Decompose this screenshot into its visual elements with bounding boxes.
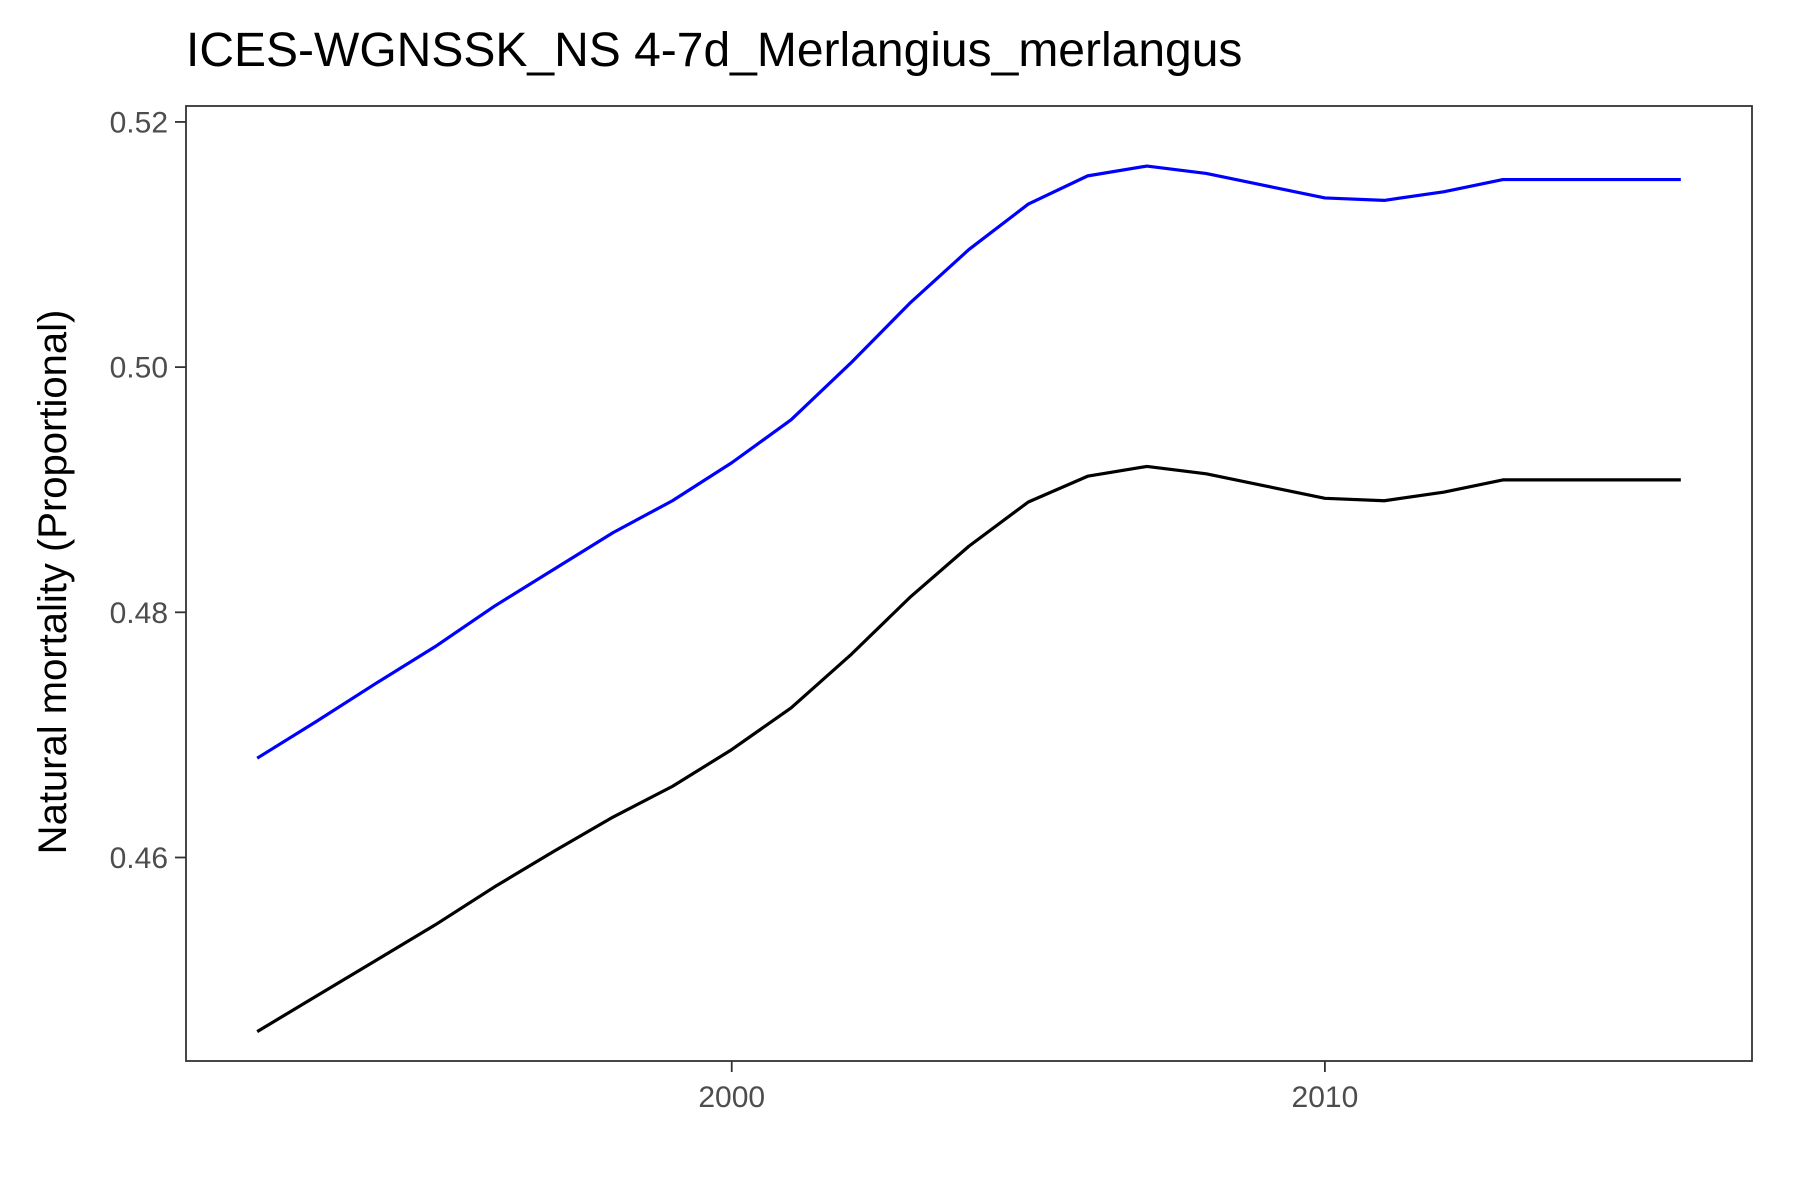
- y-tick-label: 0.50: [110, 352, 168, 385]
- chart-title: ICES-WGNSSK_NS 4-7d_Merlangius_merlangus: [186, 24, 1242, 77]
- plot-area: 0.46 0.48 0.50 0.52 2000 2010: [110, 105, 1753, 1114]
- y-axis-title: Natural mortality (Proportional): [31, 310, 75, 855]
- series-line-2: [256, 464, 1681, 1033]
- x-tick-label: 2010: [1292, 1081, 1359, 1114]
- y-tick-label: 0.48: [110, 597, 168, 630]
- y-tick-label: 0.46: [110, 842, 168, 875]
- x-tick-label: 2000: [698, 1081, 765, 1114]
- series-line-1: [256, 164, 1681, 760]
- y-tick-label: 0.52: [110, 106, 168, 139]
- plot-panel-border: [185, 105, 1753, 1062]
